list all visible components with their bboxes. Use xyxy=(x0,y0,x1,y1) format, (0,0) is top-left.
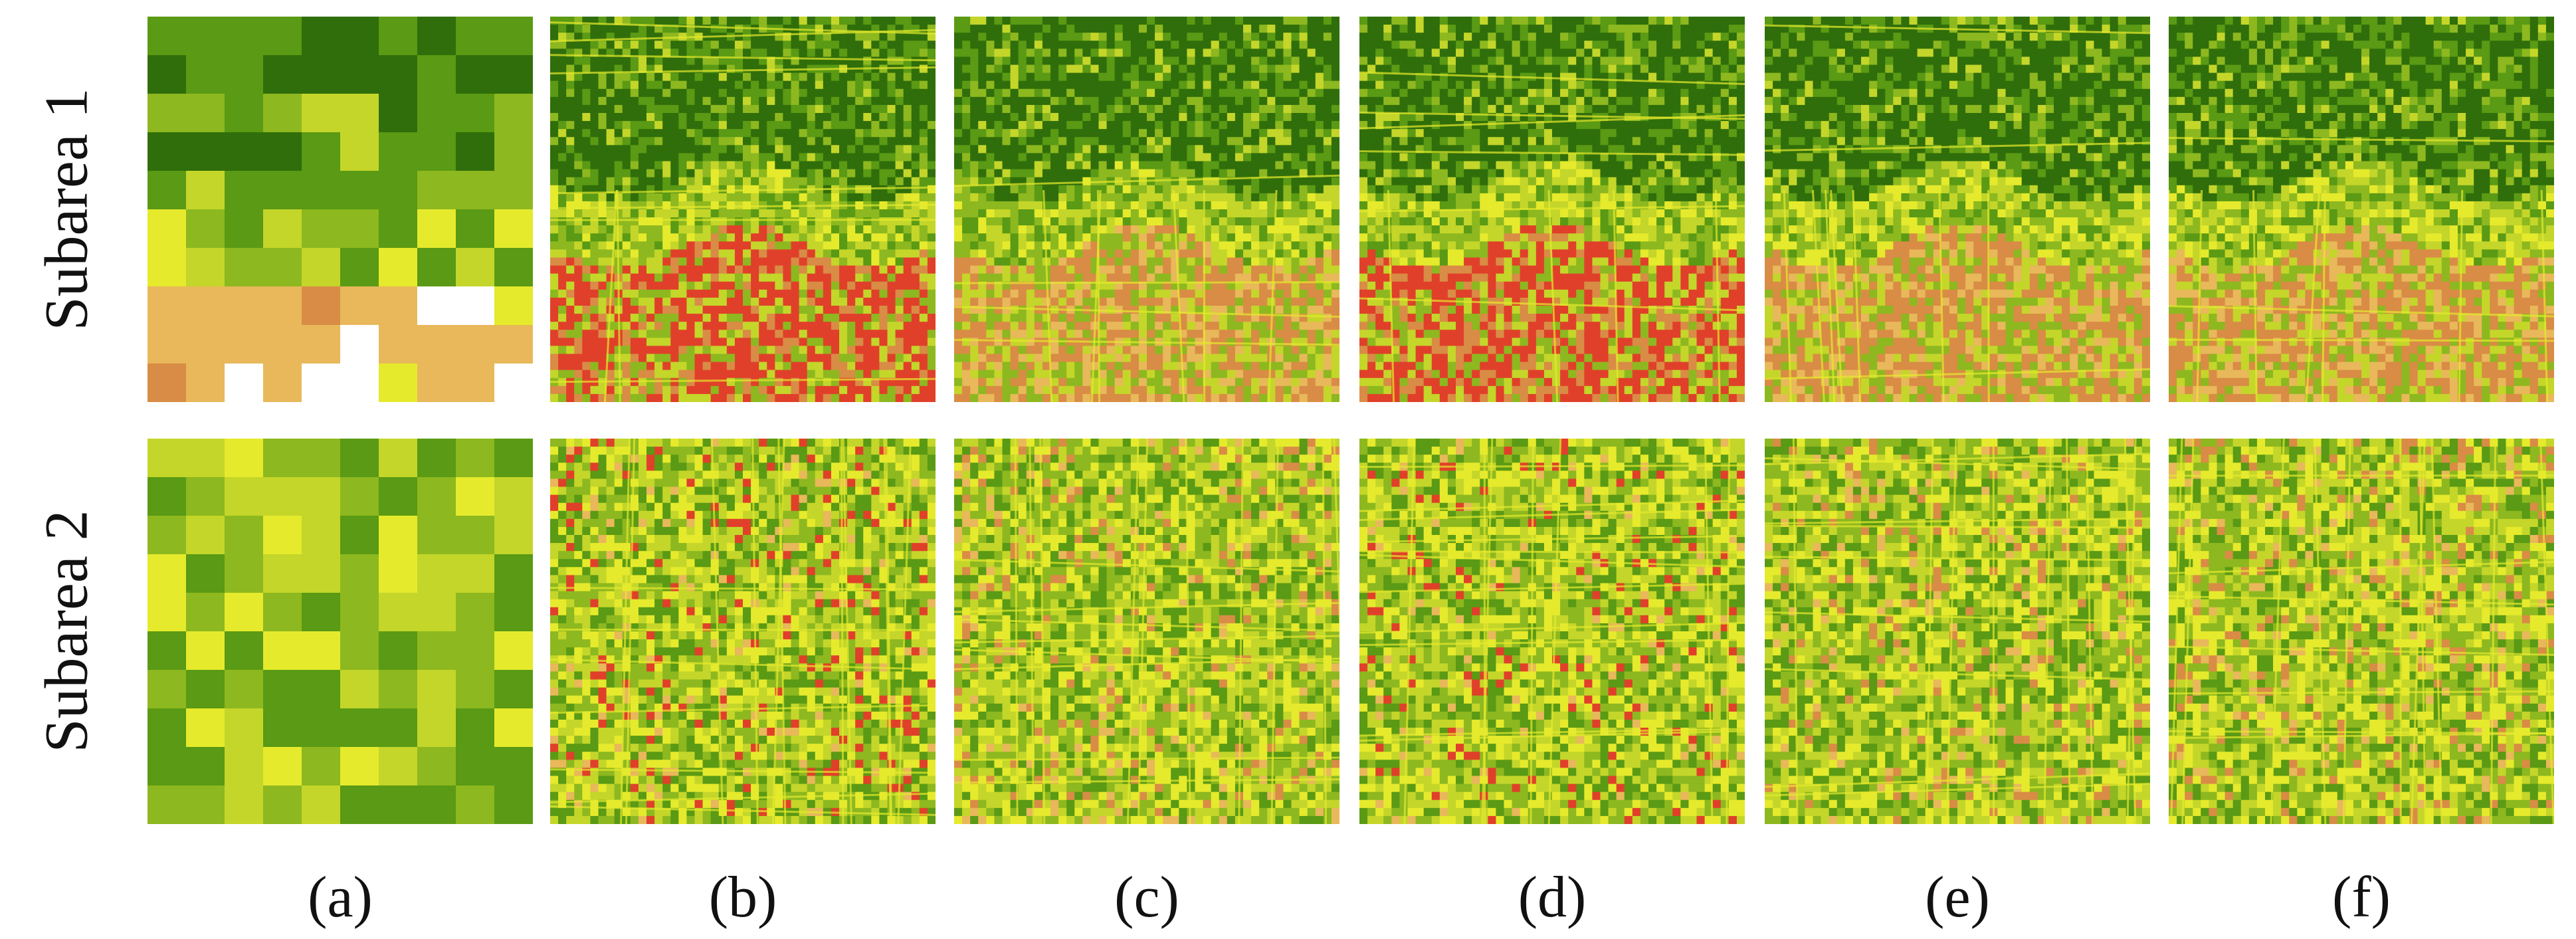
panel-subarea1-a xyxy=(148,17,533,402)
column-label-d: (d) xyxy=(1359,864,1745,931)
column-label-f: (f) xyxy=(2169,864,2554,931)
panel-image-subarea1-d xyxy=(1359,17,1745,402)
panel-image-subarea2-d xyxy=(1359,439,1745,824)
column-label-c: (c) xyxy=(954,864,1339,931)
panel-image-subarea1-a xyxy=(148,17,533,402)
row-label-subarea-2-text: Subarea 2 xyxy=(31,510,102,752)
panel-subarea1-b xyxy=(550,17,936,402)
panel-image-subarea2-b xyxy=(550,439,936,824)
panel-image-subarea1-c xyxy=(954,17,1339,402)
panel-subarea2-e xyxy=(1765,439,2150,824)
column-label-a: (a) xyxy=(148,864,533,931)
panel-image-subarea1-b xyxy=(550,17,936,402)
panel-subarea1-c xyxy=(954,17,1339,402)
panel-image-subarea2-f xyxy=(2169,439,2554,824)
panel-subarea2-f xyxy=(2169,439,2554,824)
panel-image-subarea1-e xyxy=(1765,17,2150,402)
column-label-b: (b) xyxy=(550,864,936,931)
panel-subarea1-d xyxy=(1359,17,1745,402)
row-label-subarea-2: Subarea 2 xyxy=(27,439,106,824)
panel-subarea1-f xyxy=(2169,17,2554,402)
panel-subarea1-e xyxy=(1765,17,2150,402)
column-label-e: (e) xyxy=(1765,864,2150,931)
panel-image-subarea2-a xyxy=(148,439,533,824)
panel-subarea2-c xyxy=(954,439,1339,824)
panel-image-subarea2-e xyxy=(1765,439,2150,824)
panel-subarea2-d xyxy=(1359,439,1745,824)
panel-subarea2-b xyxy=(550,439,936,824)
panel-image-subarea1-f xyxy=(2169,17,2554,402)
panel-subarea2-a xyxy=(148,439,533,824)
panel-image-subarea2-c xyxy=(954,439,1339,824)
row-label-subarea-1: Subarea 1 xyxy=(27,17,106,402)
row-label-subarea-1-text: Subarea 1 xyxy=(31,88,102,330)
